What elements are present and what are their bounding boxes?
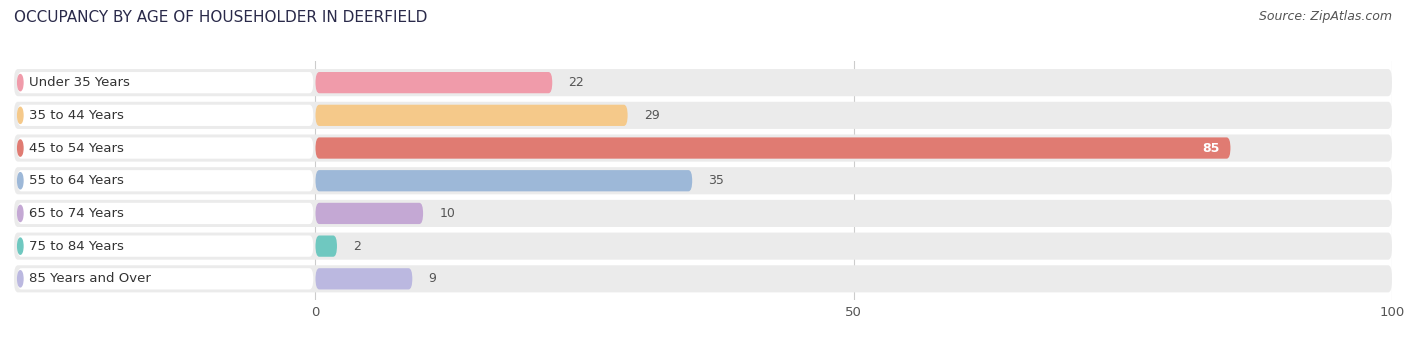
Circle shape [18,75,22,91]
FancyBboxPatch shape [17,105,314,126]
FancyBboxPatch shape [315,268,412,290]
FancyBboxPatch shape [17,203,314,224]
FancyBboxPatch shape [14,233,1392,260]
Text: 85 Years and Over: 85 Years and Over [30,272,152,285]
Circle shape [18,173,22,189]
Text: 55 to 64 Years: 55 to 64 Years [30,174,124,187]
FancyBboxPatch shape [17,268,314,290]
FancyBboxPatch shape [14,69,1392,96]
FancyBboxPatch shape [14,134,1392,162]
FancyBboxPatch shape [17,137,314,159]
Text: Under 35 Years: Under 35 Years [30,76,131,89]
Text: 75 to 84 Years: 75 to 84 Years [30,240,124,253]
Text: 9: 9 [429,272,436,285]
Text: 85: 85 [1202,142,1220,154]
FancyBboxPatch shape [315,105,627,126]
Text: 65 to 74 Years: 65 to 74 Years [30,207,124,220]
Text: Source: ZipAtlas.com: Source: ZipAtlas.com [1258,10,1392,23]
FancyBboxPatch shape [315,137,1230,159]
Text: OCCUPANCY BY AGE OF HOUSEHOLDER IN DEERFIELD: OCCUPANCY BY AGE OF HOUSEHOLDER IN DEERF… [14,10,427,25]
Text: 10: 10 [439,207,456,220]
FancyBboxPatch shape [315,236,337,257]
Circle shape [18,140,22,156]
FancyBboxPatch shape [14,102,1392,129]
Text: 45 to 54 Years: 45 to 54 Years [30,142,124,154]
FancyBboxPatch shape [17,236,314,257]
FancyBboxPatch shape [315,170,692,191]
Text: 29: 29 [644,109,659,122]
FancyBboxPatch shape [315,72,553,93]
Text: 2: 2 [353,240,361,253]
Circle shape [18,271,22,287]
FancyBboxPatch shape [14,265,1392,292]
Text: 35 to 44 Years: 35 to 44 Years [30,109,124,122]
Text: 22: 22 [568,76,583,89]
Circle shape [18,205,22,222]
Text: 35: 35 [709,174,724,187]
FancyBboxPatch shape [315,203,423,224]
Circle shape [18,107,22,123]
FancyBboxPatch shape [17,170,314,191]
FancyBboxPatch shape [14,167,1392,194]
FancyBboxPatch shape [14,200,1392,227]
Circle shape [18,238,22,254]
FancyBboxPatch shape [17,72,314,93]
